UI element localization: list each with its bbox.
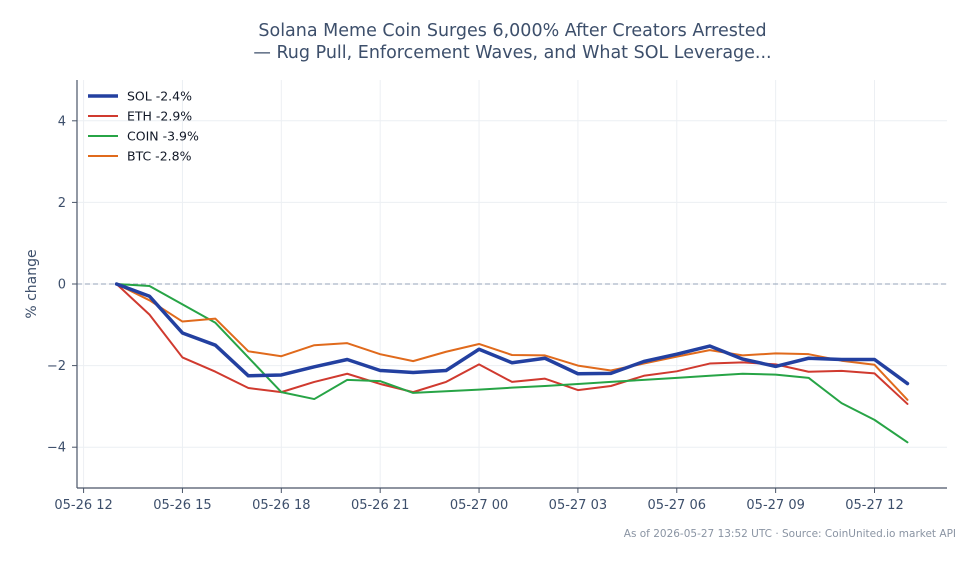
x-tick-label: 05-27 09 (746, 498, 804, 513)
legend: SOL -2.4% ETH -2.9% COIN -3.9% BTC -2.8% (88, 89, 199, 164)
y-axis-label: % change (24, 249, 40, 318)
x-tick-label: 05-26 21 (351, 498, 409, 513)
legend-label: COIN -3.9% (127, 129, 199, 144)
x-tick-label: 05-26 18 (252, 498, 310, 513)
y-tick-label: 2 (58, 196, 66, 211)
series-line-sol (114, 282, 910, 386)
legend-label: SOL -2.4% (127, 89, 192, 104)
legend-label: ETH -2.9% (127, 109, 192, 124)
chart-subtitle: — Rug Pull, Enforcement Waves, and What … (253, 43, 772, 63)
y-tick-label: 4 (58, 114, 66, 129)
y-tick-label: −4 (47, 441, 66, 456)
series-line-eth (115, 283, 909, 405)
x-tick-label: 05-27 00 (450, 498, 508, 513)
series-line-btc (115, 283, 909, 401)
series-lines (114, 282, 910, 444)
axes: −4 −2 0 2 4 05-26 12 05-26 15 05-26 18 05-26 21 0… (47, 80, 947, 513)
footer-source: As of 2026-05-27 13:52 UTC · Source: Coi… (623, 528, 956, 540)
x-tick-label: 05-27 12 (845, 498, 903, 513)
x-tick-label: 05-27 06 (648, 498, 706, 513)
y-tick-label: 0 (58, 278, 66, 293)
x-tick-label: 05-27 03 (549, 498, 607, 513)
series-line-coin (115, 283, 909, 444)
grid (77, 80, 947, 488)
y-tick-label: −2 (47, 359, 66, 374)
chart-title: Solana Meme Coin Surges 6,000% After Cre… (258, 21, 767, 41)
x-tick-label: 05-26 12 (54, 498, 112, 513)
x-tick-label: 05-26 15 (153, 498, 211, 513)
legend-label: BTC -2.8% (127, 149, 192, 164)
